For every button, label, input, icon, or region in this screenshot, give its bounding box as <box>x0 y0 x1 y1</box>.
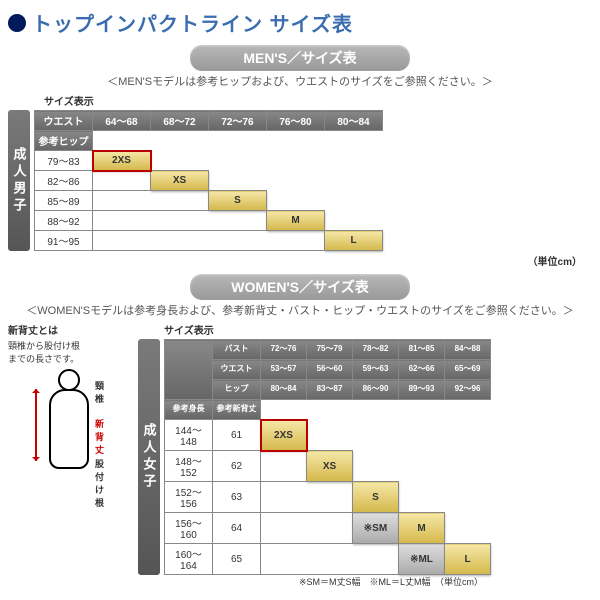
mens-vbar: 成人男子 <box>8 110 30 251</box>
hip-header: 参考ヒップ <box>35 131 93 151</box>
page-title-row: トップインパクトライン サイズ表 <box>8 8 592 37</box>
womens-chart: 成人女子 バスト 72～76 75～79 78～82 81～85 84～88 ウ… <box>138 339 491 575</box>
mens-unit: （単位cm） <box>8 253 582 268</box>
womens-table: バスト 72～76 75～79 78～82 81～85 84～88 ウエスト 5… <box>164 339 491 575</box>
size-m: M <box>267 211 325 231</box>
size-xs: XS <box>151 171 209 191</box>
mens-subtitle: ＜MEN'Sモデルは参考ヒップおよび、ウエストのサイズをご参照ください。＞ <box>8 73 592 89</box>
bullet-icon <box>8 14 26 32</box>
wsize-ml: ※ML <box>399 544 445 575</box>
mens-chart: 成人男子 ウエスト 64～68 68～72 72～76 76～80 80～84 … <box>8 110 592 251</box>
mens-table: ウエスト 64～68 68～72 72～76 76～80 80～84 参考ヒップ… <box>34 110 383 251</box>
page-title: トップインパクトライン サイズ表 <box>32 8 353 37</box>
back-length-note: 新背丈とは 頸椎から股付け根 までの長さです。 頸椎 新背丈 股付け根 <box>8 322 138 489</box>
womens-row: 新背丈とは 頸椎から股付け根 までの長さです。 頸椎 新背丈 股付け根 サイズ表… <box>8 322 592 588</box>
wsize-xs: XS <box>307 451 353 482</box>
womens-header-pill: WOMEN'S／サイズ表 <box>190 274 410 300</box>
wsize-s: S <box>353 482 399 513</box>
wsize-2xs: 2XS <box>261 420 307 451</box>
wsize-l: L <box>445 544 491 575</box>
size-2xs: 2XS <box>93 151 151 171</box>
mens-header-pill: MEN'S／サイズ表 <box>190 45 410 71</box>
arrow-icon <box>35 389 37 461</box>
wsize-m: M <box>399 513 445 544</box>
size-s: S <box>209 191 267 211</box>
womens-subtitle: ＜WOMEN'Sモデルは参考身長および、参考新背丈・バスト・ヒップ・ウエストのサ… <box>8 302 592 318</box>
waist-header: ウエスト <box>35 111 93 131</box>
size-display-label: サイズ表示 <box>44 93 592 108</box>
womens-vbar: 成人女子 <box>138 339 160 575</box>
wsize-sm: ※SM <box>353 513 399 544</box>
body-figure-icon: 頸椎 新背丈 股付け根 <box>39 369 99 489</box>
womens-footnote: ※SM＝M丈S幅 ※ML＝L丈M幅 （単位cm） <box>138 575 483 588</box>
size-l: L <box>325 231 383 251</box>
